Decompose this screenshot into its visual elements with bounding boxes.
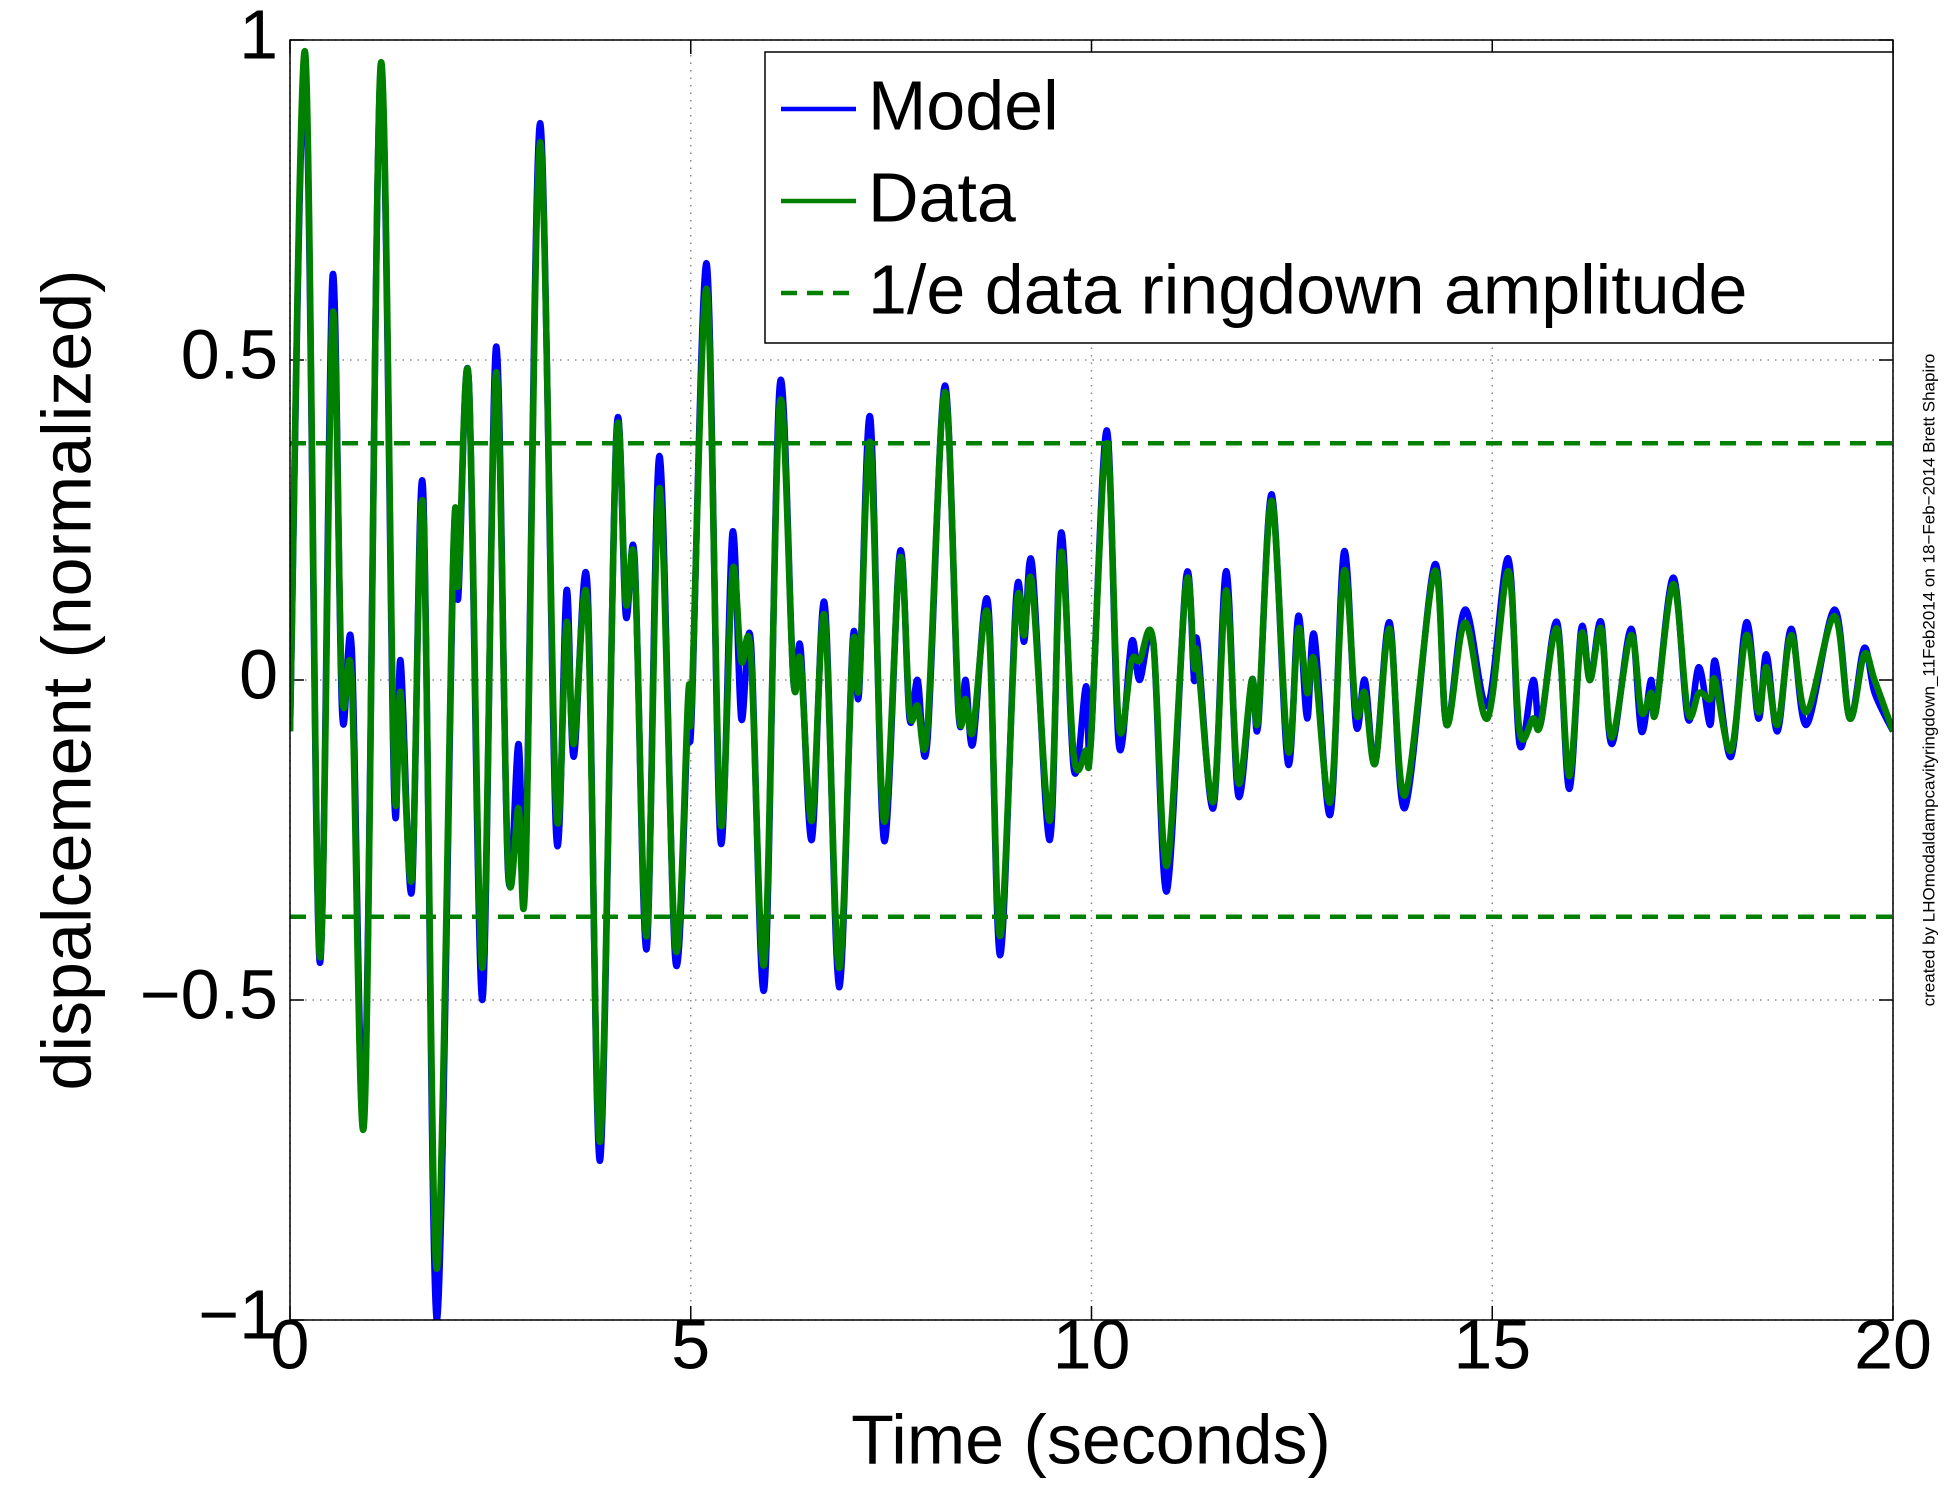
y-tick-label: 0 [239, 635, 278, 713]
legend-box [764, 51, 1894, 344]
y-tick-label: −0.5 [140, 955, 278, 1033]
x-tick-label: 15 [1453, 1305, 1531, 1383]
x-tick-label: 10 [1053, 1305, 1131, 1383]
axes-frame [289, 39, 1894, 1321]
side-note: created by LHOmodaldampcavityringdown_11… [1919, 354, 1938, 1007]
x-axis-label: Time (seconds) [851, 1400, 1331, 1478]
legend-label: Data [868, 158, 1016, 236]
series-line [290, 47, 1893, 1273]
y-tick-label: −1 [198, 1275, 278, 1353]
legend-label: Model [868, 66, 1059, 144]
y-tick-label: 0.5 [181, 315, 278, 393]
legend-label: 1/e data ringdown amplitude [868, 250, 1747, 328]
y-tick-label: 1 [239, 0, 278, 73]
x-tick-label: 5 [671, 1305, 710, 1383]
y-axis-label: dispalcement (normalized) [27, 270, 105, 1091]
